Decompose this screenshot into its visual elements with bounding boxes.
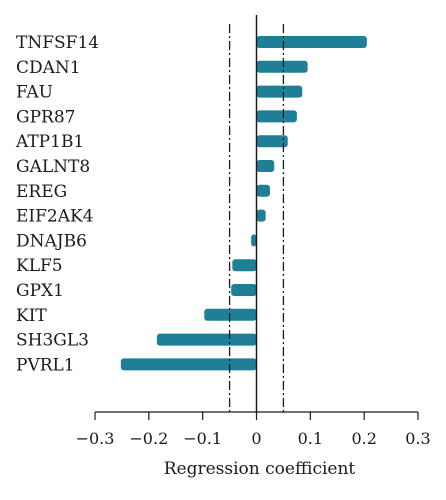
gene-label-fau: FAU xyxy=(16,83,53,103)
gene-label-sh3gl3: SH3GL3 xyxy=(16,331,89,351)
bar-ereg xyxy=(256,184,270,197)
bar-kit xyxy=(204,308,257,321)
bar-gpr87 xyxy=(256,110,297,123)
bars-group xyxy=(120,36,367,371)
bar-galnt8 xyxy=(256,160,275,172)
x-tick-label: 0.3 xyxy=(405,429,430,448)
bar-atp1b1 xyxy=(256,135,288,148)
x-tick-label: −0.1 xyxy=(183,429,222,448)
gene-label-gpr87: GPR87 xyxy=(16,107,75,127)
x-tick-label: 0.2 xyxy=(351,429,376,448)
bar-sh3gl3 xyxy=(156,333,257,346)
gene-label-kit: KIT xyxy=(16,306,47,326)
bar-fau xyxy=(256,85,303,98)
bar-cdan1 xyxy=(256,60,308,73)
reference-lines-group xyxy=(228,24,285,412)
gene-label-galnt8: GALNT8 xyxy=(16,157,90,177)
gene-label-gpx1: GPX1 xyxy=(16,281,64,301)
bar-pvrl1 xyxy=(120,358,257,371)
gene-label-atp1b1: ATP1B1 xyxy=(15,132,84,152)
x-axis-title: Regression coefficient xyxy=(164,459,356,479)
x-axis: −0.3 −0.2 −0.1 0 0.1 0.2 0.3 xyxy=(76,411,431,448)
gene-label-ereg: EREG xyxy=(16,182,67,202)
gene-label-dnajb6: DNAJB6 xyxy=(16,231,87,251)
gene-label-pvrl1: PVRL1 xyxy=(16,355,75,375)
gene-label-klf5: KLF5 xyxy=(16,256,63,276)
gene-label-cdan1: CDAN1 xyxy=(16,58,81,78)
gene-label-tnfsf14: TNFSF14 xyxy=(16,33,99,53)
gene-labels-group: TNFSF14 CDAN1 FAU GPR87 ATP1B1 GALNT8 EREG EIF2… xyxy=(15,33,99,375)
x-tick-label: −0.2 xyxy=(129,429,168,448)
bar-dnajb6 xyxy=(251,234,257,247)
bar-eif2ak4 xyxy=(256,209,266,222)
x-tick-label: 0 xyxy=(251,429,261,448)
gene-label-eif2ak4: EIF2AK4 xyxy=(16,207,94,227)
x-tick-label: 0.1 xyxy=(298,429,323,448)
x-ticks-group: −0.3 −0.2 −0.1 0 0.1 0.2 0.3 xyxy=(76,412,431,448)
bar-gpx1 xyxy=(231,284,257,296)
x-tick-label: −0.3 xyxy=(76,429,115,448)
bar-klf5 xyxy=(232,259,257,272)
bar-tnfsf14 xyxy=(256,36,367,48)
